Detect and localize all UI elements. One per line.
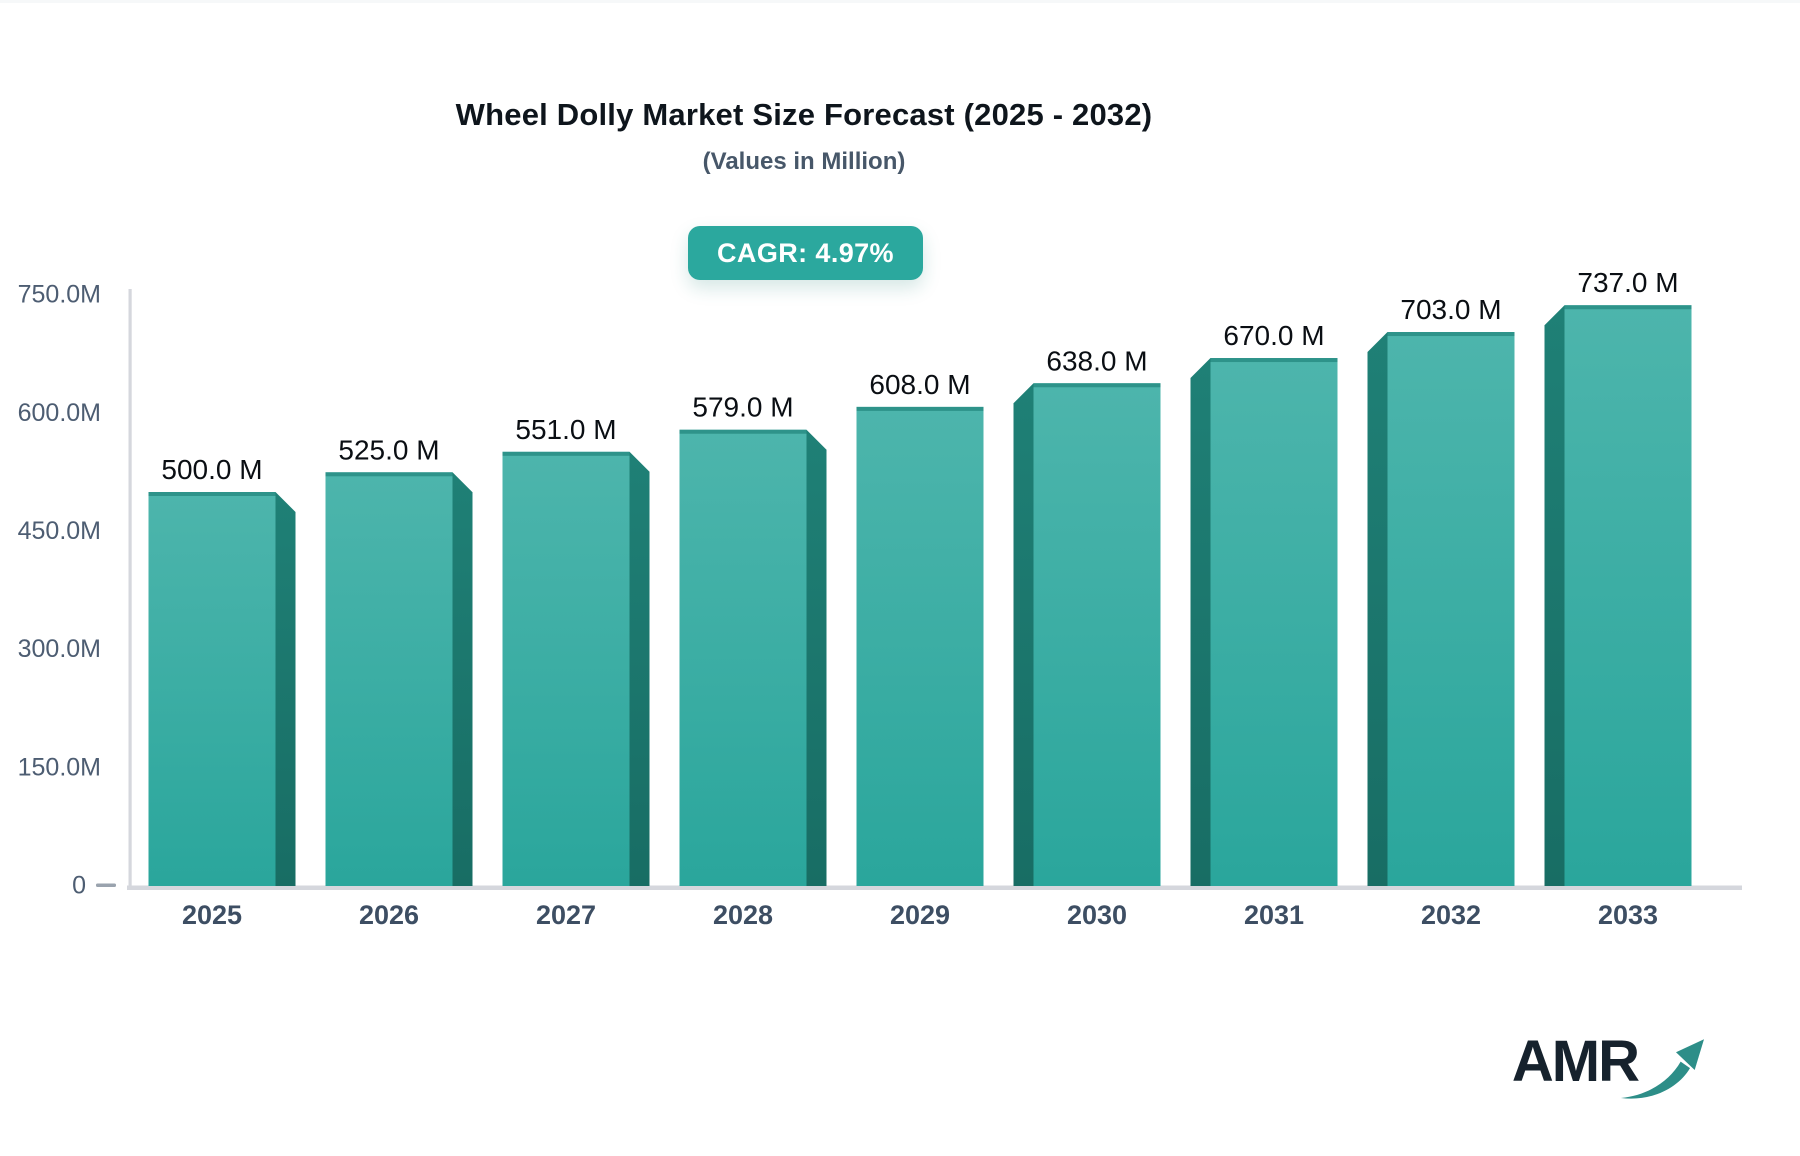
bar-value-label: 670.0 M [1223, 320, 1324, 351]
y-axis-label: 300.0M [18, 635, 101, 663]
bar [1387, 332, 1515, 886]
y-axis-label: 0 [72, 872, 86, 900]
y-axis-label: 150.0M [18, 753, 101, 781]
x-axis-label: 2032 [1421, 900, 1481, 930]
bar-top-edge [502, 451, 630, 456]
bar-top-edge [1564, 305, 1692, 310]
x-axis-label: 2027 [536, 900, 596, 930]
y-axis-label: 750.0M [18, 281, 101, 309]
x-axis-label: 2033 [1598, 900, 1658, 930]
bar-top-edge [148, 492, 276, 496]
bar-top-edge [1033, 383, 1161, 388]
bar-top-edge [856, 406, 984, 411]
x-axis-line [127, 885, 1742, 890]
bar [1564, 305, 1692, 886]
cagr-badge-label: CAGR: 4.97% [717, 237, 894, 268]
y-axis-label: 600.0M [18, 399, 101, 427]
bar-value-label: 608.0 M [869, 369, 970, 400]
zero-tick [96, 883, 116, 887]
bar [148, 492, 276, 886]
bar-top-edge [325, 472, 453, 477]
cagr-badge: CAGR: 4.97% [688, 226, 923, 280]
bar-top-edge [1387, 332, 1515, 337]
bar [325, 472, 453, 886]
top-border-line [0, 0, 1800, 3]
bar-side-panel [629, 451, 650, 886]
x-axis-label: 2030 [1067, 900, 1127, 930]
chart-title: Wheel Dolly Market Size Forecast (2025 -… [455, 97, 1153, 132]
bar-side-panel [452, 472, 473, 886]
bar-value-label: 638.0 M [1046, 345, 1147, 376]
bar-top-edge [1210, 358, 1338, 363]
bar [679, 429, 807, 886]
x-axis-label: 2029 [890, 900, 950, 930]
x-axis-label: 2028 [713, 900, 773, 930]
bar-value-label: 525.0 M [338, 434, 439, 465]
bar [1033, 383, 1161, 886]
bar-value-label: 737.0 M [1577, 267, 1678, 298]
chart-subtitle: (Values in Million) [702, 148, 906, 175]
bar-side-panel [1013, 383, 1034, 886]
bar [856, 406, 984, 886]
bar-value-label: 551.0 M [515, 414, 616, 445]
bar-side-panel [1544, 305, 1565, 886]
bar-side-panel [1190, 358, 1211, 886]
bar-value-label: 579.0 M [692, 392, 793, 423]
growth-arrow-icon [1620, 1039, 1704, 1099]
bar-side-panel [275, 492, 296, 886]
bar [1210, 358, 1338, 886]
bar-value-label: 703.0 M [1400, 294, 1501, 325]
bar [502, 451, 630, 886]
x-axis-label: 2031 [1244, 900, 1304, 930]
amr-logo: AMR [1512, 1033, 1704, 1105]
bar-side-panel [1367, 332, 1388, 886]
bar-top-edge [679, 429, 807, 434]
bar-side-panel [806, 429, 827, 886]
amr-logo-text: AMR [1511, 1029, 1640, 1094]
x-axis-label: 2026 [359, 900, 419, 930]
y-axis-line [128, 289, 132, 889]
bar-value-label: 500.0 M [161, 454, 262, 485]
x-axis-label: 2025 [182, 900, 242, 930]
y-axis-label: 450.0M [18, 517, 101, 545]
